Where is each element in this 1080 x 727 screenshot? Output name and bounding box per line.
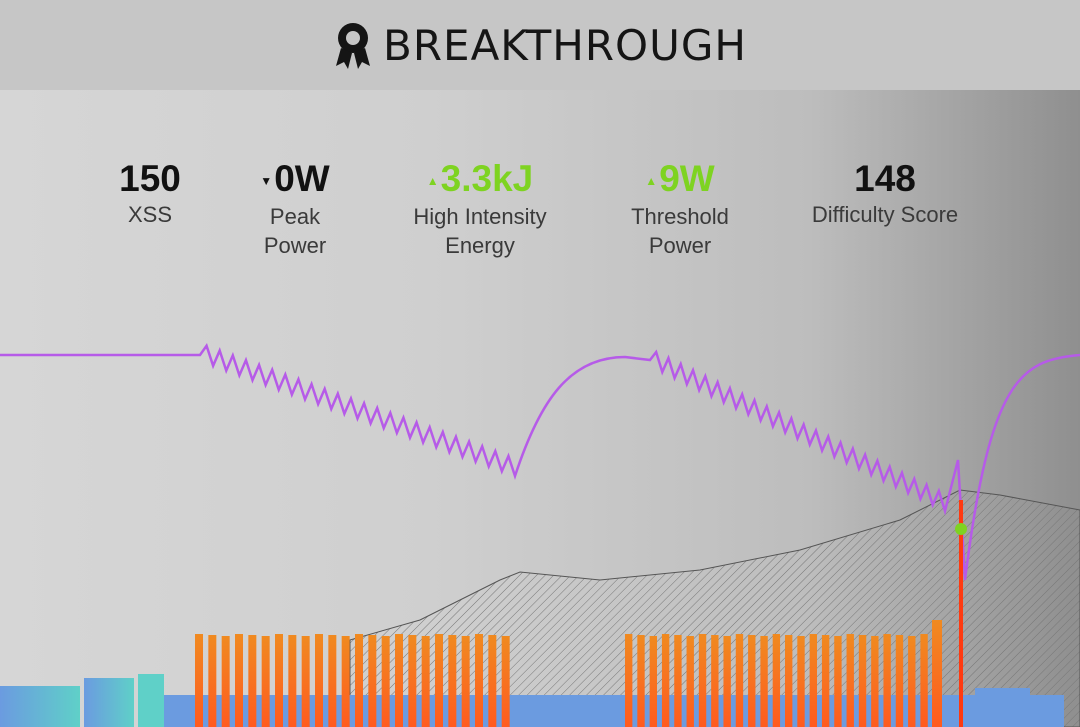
- power-bar: [235, 634, 243, 727]
- stat-label: Peak Power: [263, 204, 327, 259]
- power-bar: [408, 635, 417, 727]
- power-bar: [355, 634, 363, 727]
- power-bar: [698, 634, 707, 727]
- heart-rate-line: [0, 343, 1080, 581]
- power-bar: [686, 636, 694, 727]
- stat-label: High Intensity Energy: [413, 204, 547, 259]
- power-bar: [785, 635, 793, 727]
- power-bar: [932, 620, 942, 727]
- stat-label: XSS: [127, 202, 173, 227]
- cursor-dot: [955, 523, 967, 535]
- power-bar: [261, 636, 270, 727]
- power-bar: [883, 634, 891, 727]
- power-bar: [625, 634, 633, 727]
- power-bar: [501, 636, 510, 727]
- down-arrow: ▼: [260, 174, 273, 189]
- stat-value: 150: [119, 158, 181, 199]
- power-bar: [301, 636, 310, 727]
- stat: 150 XSS: [95, 158, 205, 229]
- stat: 148 Difficulty Score: [795, 158, 975, 229]
- stat-value: 148: [854, 158, 916, 199]
- power-bar: [908, 636, 916, 727]
- power-bar: [0, 686, 80, 727]
- power-bar: [248, 635, 257, 727]
- stat-value: 3.3kJ: [440, 158, 534, 199]
- power-bar: [834, 636, 842, 727]
- power-bar: [488, 635, 497, 727]
- power-bar: [208, 635, 217, 727]
- power-bar: [637, 635, 645, 727]
- power-bar: [858, 635, 867, 727]
- up-arrow: ▲: [426, 174, 439, 189]
- stat: ▼0W Peak Power: [240, 158, 350, 260]
- stat-value: 9W: [659, 158, 715, 199]
- power-bar: [809, 634, 817, 727]
- power-bar: [328, 635, 337, 727]
- power-bar: [871, 636, 879, 727]
- stat: ▲3.3kJ High Intensity Energy: [395, 158, 565, 260]
- power-bar: [195, 634, 203, 727]
- power-bar: [735, 634, 744, 727]
- badge-icon: [336, 23, 371, 69]
- stat: ▲9W Threshold Power: [615, 158, 745, 260]
- power-bar: [475, 634, 483, 727]
- power-bar: [846, 634, 854, 727]
- title: BREAKTHROUGH: [383, 20, 747, 70]
- power-bar: [711, 635, 719, 727]
- power-bar: [221, 636, 230, 727]
- power-bar: [84, 678, 134, 727]
- power-bar: [748, 635, 756, 727]
- power-bar: [821, 635, 830, 727]
- power-bar: [368, 635, 377, 727]
- power-bar: [448, 635, 457, 727]
- stat-label: Threshold Power: [631, 204, 729, 259]
- up-arrow: ▲: [645, 174, 658, 189]
- power-bar: [649, 636, 657, 727]
- header: BREAKTHROUGH: [0, 0, 1080, 90]
- power-bar: [975, 688, 1030, 727]
- power-bar: [421, 636, 430, 727]
- power-bars: [0, 620, 1064, 727]
- stat-label: Difficulty Score: [811, 202, 959, 227]
- power-bar: [275, 634, 283, 727]
- power-bar: [138, 674, 164, 727]
- power-bar: [461, 636, 470, 727]
- power-bar: [760, 636, 768, 727]
- power-bar: [723, 636, 731, 727]
- power-bar: [674, 635, 682, 727]
- power-bar: [395, 634, 403, 727]
- power-bar: [797, 636, 805, 727]
- stat-value: 0W: [274, 158, 330, 199]
- power-bar: [661, 634, 670, 727]
- power-bar: [435, 634, 443, 727]
- power-bar: [288, 635, 297, 727]
- power-bar: [315, 634, 323, 727]
- power-bar: [341, 636, 350, 727]
- power-bar: [772, 634, 781, 727]
- power-bar: [895, 635, 904, 727]
- power-bar: [381, 636, 390, 727]
- power-bar: [164, 695, 1064, 727]
- power-bar: [920, 634, 928, 727]
